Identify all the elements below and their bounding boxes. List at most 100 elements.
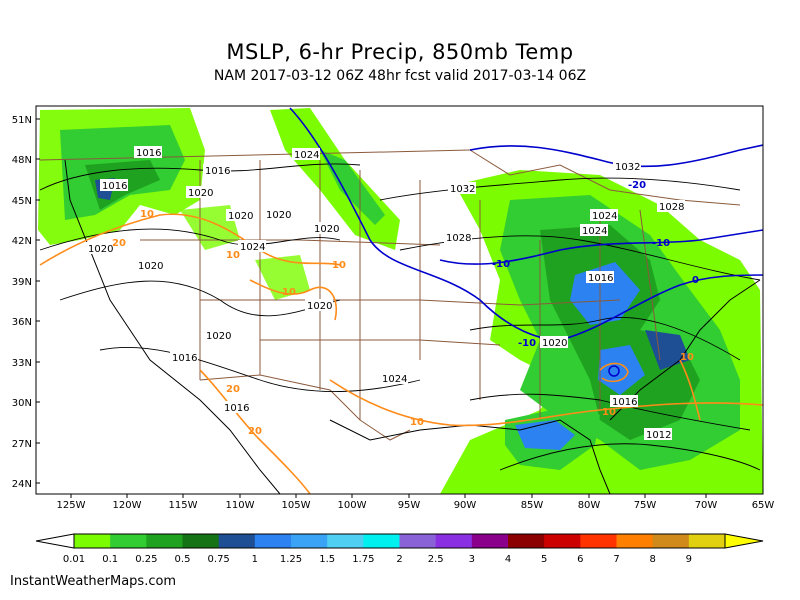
precip-area-coastal-core (645, 330, 690, 370)
isobar-label: 1016 (170, 351, 198, 364)
isobar-label: 1016 (586, 271, 614, 284)
legend-label: 2 (396, 554, 402, 565)
lon-label: 85W (521, 500, 544, 511)
legend-swatch (363, 534, 400, 548)
precip-area-carolina-core (598, 345, 645, 395)
cold-label: 0 (692, 275, 699, 286)
svg-text:1024: 1024 (294, 150, 319, 161)
legend-swatch (616, 534, 654, 548)
svg-text:1024: 1024 (582, 226, 607, 237)
isobar-label: 1020 (86, 242, 114, 255)
precip-area-utah (255, 255, 310, 300)
border-mexico-us (199, 374, 411, 441)
border-canada-east (469, 149, 741, 206)
latitude-ticks (36, 118, 40, 484)
lon-label: 125W (57, 500, 86, 511)
legend-label: 2.5 (428, 554, 444, 565)
border-col-9 (639, 209, 661, 361)
border-row-1 (140, 239, 441, 246)
isobar-label: 1020 (186, 186, 214, 199)
svg-text:1016: 1016 (205, 166, 230, 177)
legend-label: 7 (613, 554, 619, 565)
legend-swatch (399, 534, 437, 548)
isobar-label: 1020 (226, 209, 254, 222)
coast-pacific (64, 159, 281, 494)
legend-label: 0.5 (175, 554, 191, 565)
svg-text:1020: 1020 (138, 261, 163, 272)
legend-label: 1.75 (352, 554, 374, 565)
svg-text:1028: 1028 (659, 202, 684, 213)
legend-swatch (146, 534, 183, 548)
legend-swatch (218, 534, 256, 548)
svg-text:1016: 1016 (588, 273, 613, 284)
warm-contour-coastal (679, 359, 701, 421)
isobar-a (39, 163, 361, 191)
lat-label: 48N (12, 155, 32, 166)
isobar-label: 1012 (644, 428, 672, 441)
precip-area-rockies-mid (320, 150, 385, 225)
isobar-label: 1020 (264, 208, 292, 221)
svg-text:1016: 1016 (224, 403, 249, 414)
cold-labels: -20 -10 -10 -10 0 (492, 180, 699, 349)
site-credit: InstantWeatherMaps.com (10, 574, 177, 589)
legend-label: 0.01 (63, 554, 85, 565)
cold-contour-minus10-east (439, 229, 763, 265)
svg-text:1016: 1016 (612, 397, 637, 408)
isobar-h (469, 393, 751, 431)
temp-label: 10 (680, 352, 694, 363)
isobar-b (39, 228, 341, 251)
map-plot-area: 1016 1016 1016 1020 1024 1020 1024 1020 … (38, 107, 763, 494)
legend-label: 1.5 (319, 554, 335, 565)
warm-contour-10-west (39, 213, 341, 266)
legend-label: 4 (505, 554, 511, 565)
low-pressure-center (608, 365, 620, 377)
lat-label: 24N (12, 479, 32, 490)
warm-contour-10-east (329, 379, 763, 427)
lat-label: 30N (12, 398, 32, 409)
political-borders (39, 149, 741, 441)
legend-swatch (182, 534, 220, 548)
longitude-axis: 125W 120W 115W 110W 105W 100W 95W 90W 85… (57, 500, 775, 511)
temp-label: 10 (140, 209, 154, 220)
legend-label: 8 (649, 554, 655, 565)
legend-swatch (254, 534, 292, 548)
lon-label: 80W (578, 500, 601, 511)
isobar-d (99, 346, 421, 392)
legend-label: 0.75 (208, 554, 230, 565)
svg-text:1020: 1020 (206, 331, 231, 342)
isobar-g (469, 316, 741, 361)
lon-label: 105W (282, 500, 311, 511)
lat-label: 45N (12, 196, 32, 207)
legend-swatch (544, 534, 581, 548)
lat-label: 42N (12, 236, 32, 247)
lon-label: 95W (398, 500, 421, 511)
legend-outline (73, 533, 726, 549)
legend-label: 5 (541, 554, 547, 565)
cold-label: -20 (628, 180, 646, 191)
temp-labels: 10 20 10 10 20 20 10 10 10 10 (112, 209, 694, 437)
svg-text:1016: 1016 (102, 181, 127, 192)
lon-label: 90W (454, 500, 477, 511)
legend-label: 3 (469, 554, 475, 565)
svg-text:1020: 1020 (314, 224, 339, 235)
isobar-i (499, 443, 761, 471)
svg-text:1020: 1020 (542, 338, 567, 349)
isobar-label: 1032 (613, 160, 641, 173)
legend-swatch (471, 534, 509, 548)
legend-swatch (508, 534, 545, 548)
legend-label: 1 (252, 554, 258, 565)
legend-left-arrow (35, 533, 75, 549)
cold-contour-minus10-west (289, 107, 561, 341)
isobar-label: 1016 (203, 164, 231, 177)
warm-contour-layer (39, 213, 763, 494)
temp-label: 10 (226, 250, 240, 261)
isobar-label: 1020 (204, 329, 232, 342)
lon-label: 115W (169, 500, 198, 511)
svg-text:1024: 1024 (592, 211, 617, 222)
lat-label: 39N (12, 277, 32, 288)
cold-contour-layer (289, 107, 763, 341)
temp-label: 10 (410, 417, 424, 428)
map-title: MSLP, 6-hr Precip, 850mb Temp (226, 40, 574, 64)
legend-right-arrow (724, 533, 764, 549)
